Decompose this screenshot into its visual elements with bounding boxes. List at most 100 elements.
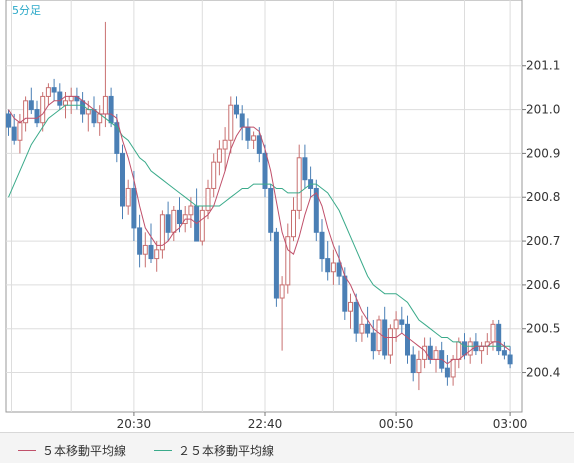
legend-ma5-swatch (18, 450, 36, 451)
candle (313, 179, 319, 242)
candle-body-up (142, 244, 148, 255)
candle (251, 131, 257, 150)
y-tick-label: 200.4 (526, 366, 560, 380)
candle (148, 223, 154, 263)
candle-body-up (456, 341, 462, 360)
y-tick-label: 200.6 (526, 278, 560, 292)
candle (45, 83, 51, 106)
y-tick-label: 200.9 (526, 146, 560, 160)
candle-body-up (296, 157, 302, 211)
candle (444, 355, 450, 386)
candle-body-down (365, 323, 371, 334)
candle-body-up (40, 95, 46, 124)
candle (228, 96, 234, 154)
candle-body-up (348, 301, 353, 312)
candle-body-up (211, 161, 217, 189)
candle-body-down (496, 323, 502, 352)
candle-body-up (171, 209, 177, 233)
candle-body-up (490, 323, 496, 343)
candle-body-down (399, 319, 405, 325)
candle-body-up (199, 209, 205, 242)
candle (501, 341, 507, 360)
candle-body-up (479, 345, 485, 352)
candle (496, 319, 502, 356)
legend-ma5-label: ５本移動平均線 (42, 444, 127, 458)
ma25-line (8, 104, 511, 347)
candle-body-up (222, 139, 228, 150)
candle (188, 197, 194, 228)
candle-body-down (336, 262, 342, 277)
candle (353, 293, 359, 342)
candle-body-down (137, 227, 143, 255)
legend-ma25: ２５本移動平均線 (154, 442, 274, 459)
candle-body-down (91, 109, 97, 124)
x-tick-label: 22:40 (248, 417, 283, 431)
y-tick-label: 200.7 (526, 234, 560, 248)
candle-body-up (68, 95, 74, 102)
candle-body-up (23, 100, 29, 124)
candle-body-down (353, 301, 359, 334)
y-axis: 201.1 201.0 200.9 200.8 200.7 200.6 200.5 200.4 (522, 59, 560, 380)
candle-body-down (325, 258, 331, 273)
plot-area (5, 0, 523, 413)
candle-body-down (501, 350, 507, 356)
candle-body-up (433, 350, 439, 360)
legend-ma25-swatch (154, 450, 172, 451)
candles (6, 21, 513, 391)
candle-body-down (444, 367, 450, 378)
candle (211, 153, 217, 198)
candle (34, 100, 40, 128)
candle (137, 214, 143, 268)
candle-body-up (159, 214, 165, 251)
candle-body-up (285, 236, 291, 286)
candle-body-down (405, 323, 410, 356)
candle (507, 346, 513, 369)
candle (393, 311, 399, 342)
candle (216, 140, 222, 176)
candle (359, 315, 365, 342)
candle-body-up (188, 205, 194, 216)
candle-body-down (319, 231, 325, 260)
candle (319, 219, 325, 272)
candle (6, 109, 11, 136)
candle (262, 144, 268, 198)
candle (51, 78, 57, 101)
candle-body-up (359, 323, 365, 334)
candle-body-down (273, 231, 279, 299)
candle (234, 96, 239, 119)
candle-body-up (450, 358, 456, 378)
y-tick-label: 200.5 (526, 322, 560, 336)
candle (159, 210, 165, 259)
candle (131, 170, 137, 242)
candle (199, 206, 205, 246)
candle-body-down (410, 354, 416, 374)
candle-body-up (251, 135, 257, 141)
candle-body-up (45, 87, 51, 97)
candle (154, 241, 160, 272)
candle-body-up (291, 209, 296, 238)
y-tick-label: 201.0 (526, 103, 560, 117)
candle (325, 241, 331, 281)
candle (40, 92, 46, 132)
y-tick-label: 201.1 (526, 59, 560, 73)
candle-body-up (63, 100, 68, 106)
candle-body-down (165, 214, 171, 233)
candle-body-down (114, 122, 120, 154)
candle-body-down (177, 209, 182, 225)
candle-body-down (148, 244, 154, 260)
candle-body-down (80, 100, 86, 115)
candle-body-up (216, 148, 222, 163)
candle-body-down (342, 275, 348, 312)
candle (399, 306, 405, 334)
y-tick-label: 200.8 (526, 190, 560, 204)
candle-body-up (330, 262, 336, 273)
candle-body-down (239, 113, 245, 128)
candle-body-down (262, 152, 268, 189)
candle-body-up (279, 284, 285, 299)
candle (285, 223, 291, 294)
candle-body-down (6, 113, 11, 128)
candle (410, 346, 416, 382)
candle-body-up (467, 341, 473, 356)
candle-body-down (51, 87, 57, 93)
candle-body-down (313, 187, 319, 233)
